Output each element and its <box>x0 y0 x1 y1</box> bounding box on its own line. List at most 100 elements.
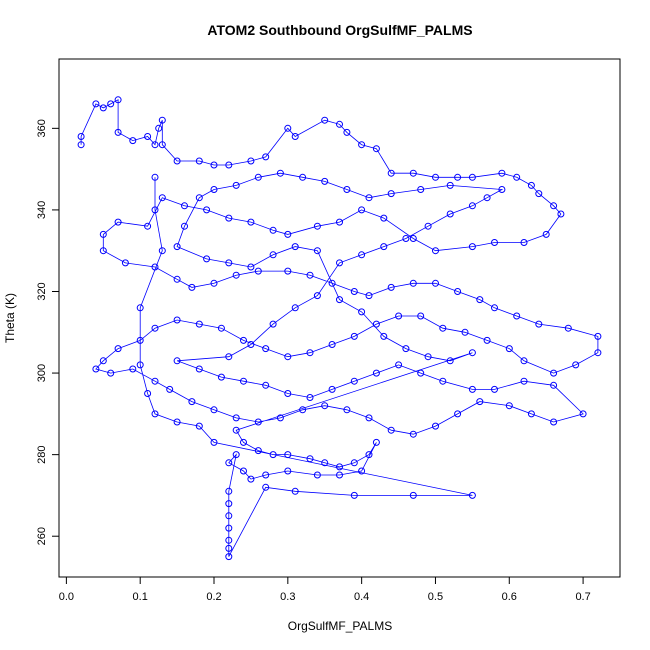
data-point <box>358 141 366 149</box>
data-point <box>491 304 498 312</box>
data-point <box>232 271 240 279</box>
plot-frame <box>58 58 621 578</box>
data-point <box>232 451 240 459</box>
data-point <box>99 104 107 112</box>
data-point <box>151 263 159 271</box>
data-point <box>424 353 432 361</box>
data-point <box>542 230 550 238</box>
data-point <box>365 292 373 300</box>
data-point <box>417 369 425 377</box>
data-point <box>158 141 166 149</box>
data-point <box>269 226 277 234</box>
data-point <box>350 332 358 340</box>
data-point <box>247 218 255 226</box>
data-point <box>240 438 247 446</box>
data-point <box>454 288 462 295</box>
data-point <box>306 455 314 463</box>
data-point <box>550 369 558 377</box>
data-point <box>136 304 144 312</box>
data-point <box>446 357 454 365</box>
data-point <box>476 398 484 406</box>
data-point <box>77 133 85 140</box>
data-point <box>284 353 292 361</box>
data-point <box>454 410 462 418</box>
data-point <box>158 194 166 202</box>
data-point <box>520 377 528 385</box>
data-point <box>92 100 100 108</box>
data-point <box>439 324 447 332</box>
data-point <box>336 471 343 479</box>
data-point <box>306 349 314 357</box>
data-point <box>446 181 454 189</box>
data-point <box>195 157 203 165</box>
data-point <box>498 186 506 193</box>
data-point <box>321 402 329 410</box>
data-point <box>181 202 188 210</box>
data-point <box>550 418 558 426</box>
data-point <box>483 336 491 344</box>
y-tick-label: 360 <box>36 119 48 137</box>
data-point <box>247 263 255 271</box>
data-point <box>210 406 218 414</box>
data-point <box>284 390 292 397</box>
chart-title: ATOM2 Southbound OrgSulfMF_PALMS <box>207 22 472 38</box>
data-point <box>513 312 521 320</box>
data-point <box>409 491 417 499</box>
x-tick-label: 0.3 <box>280 591 295 603</box>
data-point <box>387 426 395 434</box>
data-point <box>321 116 329 124</box>
data-point <box>217 324 225 332</box>
data-point <box>173 157 181 165</box>
y-tick-label: 340 <box>36 201 48 219</box>
data-point <box>262 345 270 353</box>
data-point <box>483 194 491 202</box>
data-point <box>550 381 558 389</box>
data-point <box>358 206 366 214</box>
data-point <box>343 128 351 136</box>
data-point <box>195 194 203 202</box>
data-point <box>99 230 107 238</box>
data-point <box>461 328 469 336</box>
data-point <box>173 275 181 283</box>
data-point <box>594 349 602 357</box>
data-point <box>306 394 314 401</box>
data-point <box>136 361 144 369</box>
data-point <box>99 357 107 365</box>
data-point <box>284 467 292 475</box>
data-point <box>535 190 543 198</box>
data-point <box>417 312 425 320</box>
data-point <box>432 422 439 430</box>
data-point <box>343 406 351 414</box>
data-point <box>365 451 373 459</box>
data-point <box>77 141 85 149</box>
data-point <box>225 161 233 169</box>
x-tick-label: 0.7 <box>575 591 590 603</box>
data-point <box>306 271 314 279</box>
data-point <box>144 222 152 230</box>
data-point <box>203 255 211 263</box>
data-point <box>240 377 247 385</box>
x-tick-label: 0.0 <box>59 591 74 603</box>
data-point <box>269 320 277 328</box>
data-point <box>387 169 395 177</box>
data-point <box>350 459 358 467</box>
data-point <box>240 336 247 344</box>
data-point <box>468 385 476 393</box>
data-point <box>313 292 321 300</box>
data-point <box>432 279 439 287</box>
data-point <box>151 324 159 332</box>
data-point <box>564 324 572 332</box>
data-point <box>181 222 188 230</box>
data-point <box>350 491 358 499</box>
data-point <box>173 243 181 251</box>
data-point <box>468 202 476 210</box>
data-point <box>572 361 580 369</box>
data-point <box>336 259 343 267</box>
data-point <box>550 202 558 210</box>
data-point <box>269 451 277 459</box>
data-point <box>476 296 484 304</box>
data-point <box>387 283 395 291</box>
data-point <box>129 365 137 373</box>
data-point <box>313 247 321 255</box>
data-point <box>579 410 587 418</box>
